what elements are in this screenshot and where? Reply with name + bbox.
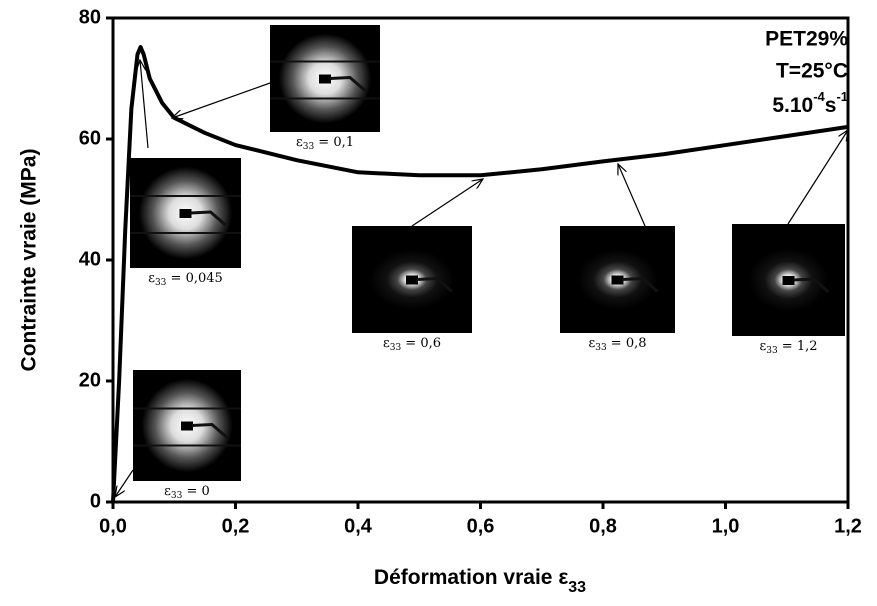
x-axis-label-sub: 33: [568, 579, 586, 596]
inset-value: = 0,6: [401, 336, 441, 351]
y-axis-label: Contrainte vraie (MPa): [18, 149, 41, 372]
inset-label: ε33 = 0,045: [148, 271, 223, 288]
x-tick-label: 1,2: [834, 515, 862, 537]
inset-sub: 33: [390, 343, 402, 353]
inset-symbol: ε: [759, 339, 766, 354]
rate-exp: -4: [813, 89, 825, 104]
inset-symbol: ε: [383, 336, 390, 351]
x-tick-label: 0,6: [467, 515, 495, 537]
beam-stop: [181, 421, 193, 431]
inset-symbol: ε: [164, 484, 171, 499]
arrow: [172, 82, 271, 118]
inset-image: [133, 370, 241, 481]
inset-value: = 0,1: [314, 135, 354, 150]
rate-annotation: 5.10-4s-1: [772, 89, 848, 116]
inset-sub: 33: [303, 142, 315, 152]
inset-value: = 0,8: [607, 336, 647, 351]
inset-value: = 0: [182, 484, 209, 499]
inset-label: ε33 = 0: [164, 484, 210, 501]
beam-stop-arm: [622, 276, 659, 293]
beam-stop-arm: [416, 276, 453, 293]
beam-stop: [319, 74, 331, 84]
inset-sub: 33: [595, 343, 607, 353]
y-tick-label: 80: [79, 6, 101, 28]
beam-stop: [782, 276, 795, 285]
beam-stop-arm: [329, 75, 366, 92]
rate-exp: -1: [836, 89, 848, 104]
inset-sub: 33: [171, 491, 183, 501]
inset-label: ε33 = 0,1: [296, 135, 354, 152]
rate-unit: s: [825, 94, 837, 117]
annotation: PET29%: [765, 28, 848, 51]
arrow: [411, 179, 483, 227]
x-axis-label-symbol: ε: [558, 566, 568, 589]
annotation: T=25°C: [776, 60, 848, 83]
beam-stop: [611, 275, 624, 285]
inset-sub: 33: [155, 278, 167, 288]
inset-symbol: ε: [296, 135, 303, 150]
inset-label: ε33 = 0,6: [383, 336, 441, 353]
inset-label: ε33 = 1,2: [759, 339, 817, 356]
y-tick-label: 0: [90, 490, 101, 512]
inset-value: = 1,2: [778, 339, 818, 354]
beam-stop: [179, 209, 192, 218]
inset-value: = 0,045: [166, 271, 222, 286]
beam-stop-arm: [793, 277, 830, 294]
x-axis-label: Déformation vraie ε33: [374, 566, 586, 597]
y-tick-label: 20: [79, 369, 101, 391]
x-tick-label: 0,2: [222, 515, 250, 537]
inset-image: [352, 226, 472, 333]
x-tick-label: 1,0: [712, 515, 740, 537]
plot-frame: [111, 16, 850, 504]
y-tick-label: 40: [79, 248, 101, 270]
arrow: [787, 130, 848, 225]
x-axis-label-text: Déformation vraie: [374, 566, 558, 589]
inset-image: [560, 226, 675, 333]
rate-base: 5.10: [772, 94, 813, 117]
inset-sub: 33: [766, 346, 778, 356]
x-tick-label: 0,4: [344, 515, 373, 537]
inset-label: ε33 = 0,8: [588, 336, 646, 353]
stress-curve: [111, 45, 849, 503]
x-tick-label: 0,8: [589, 515, 617, 537]
arrow: [618, 164, 646, 227]
inset-image: [270, 25, 380, 132]
arrow: [140, 60, 149, 149]
beam-stop-arm: [190, 210, 227, 227]
inset-image: [130, 158, 241, 268]
inset-symbol: ε: [148, 271, 155, 286]
inset-image: [732, 224, 845, 336]
x-tick-label: 0,0: [99, 515, 127, 537]
beam-stop: [406, 275, 418, 285]
beam-stop-arm: [191, 422, 228, 439]
inset-symbol: ε: [588, 336, 595, 351]
y-tick-label: 60: [79, 127, 101, 149]
arrow: [115, 469, 134, 497]
